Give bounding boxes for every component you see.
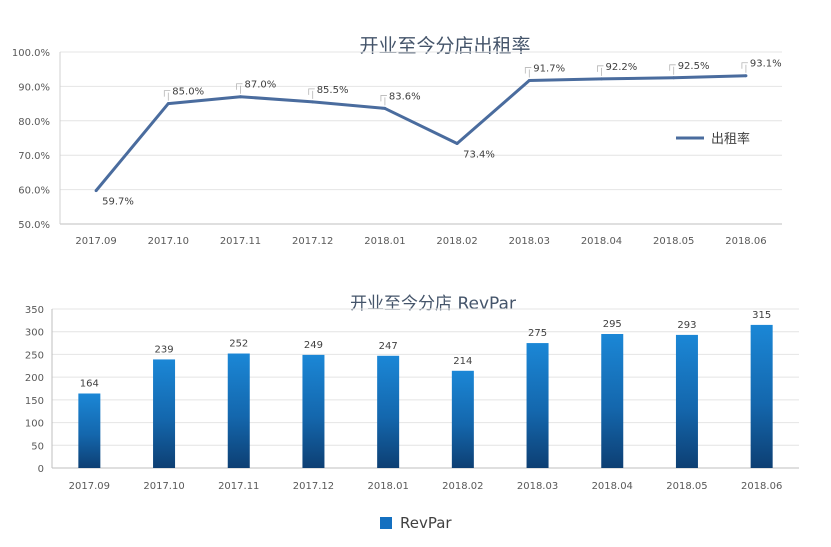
- y-tick-label: 50: [31, 441, 44, 452]
- x-tick-label: 2018.05: [666, 481, 707, 492]
- occupancy-line-chart: 开业至今分店出租率 50.0% 60.0% 70.0% 80.0% 90.0% 100.0%…: [12, 35, 782, 247]
- x-tick-label: 2017.11: [218, 481, 259, 492]
- data-label: 275: [528, 328, 547, 339]
- data-label-callout: [669, 64, 676, 75]
- x-tick-label: 2017.12: [292, 236, 333, 247]
- data-label: 73.4%: [463, 150, 495, 161]
- x-tick-label: 2018.01: [367, 481, 408, 492]
- x-tick-label: 2017.09: [75, 236, 116, 247]
- legend-swatch: [380, 517, 392, 529]
- legend-label: RevPar: [400, 514, 452, 532]
- x-tick-label: 2018.03: [517, 481, 558, 492]
- x-tick-label: 2018.02: [436, 236, 477, 247]
- data-point: [744, 74, 748, 78]
- revpar-bar-chart: 开业至今分店 RevPar 0 50 100 150 200 250 300 350 164 239…: [25, 294, 799, 532]
- data-label-callout: [524, 67, 532, 78]
- data-point: [311, 100, 315, 104]
- x-tick-label: 2018.06: [741, 481, 782, 492]
- y-tick-label: 350: [25, 305, 44, 316]
- x-tick-label: 2017.11: [220, 236, 261, 247]
- y-tick-label: 100: [25, 419, 44, 430]
- bar: [377, 355, 400, 468]
- y-tick-label: 200: [25, 373, 44, 384]
- data-point: [166, 102, 170, 106]
- data-label-callout: [163, 90, 171, 101]
- bar: [451, 370, 474, 468]
- bar: [750, 324, 773, 468]
- data-point: [600, 77, 603, 81]
- data-label: 85.0%: [172, 87, 204, 98]
- data-label: 214: [453, 356, 472, 367]
- x-tick-label: 2017.10: [148, 236, 189, 247]
- data-point: [383, 106, 387, 110]
- y-tick-label: 80.0%: [18, 117, 50, 128]
- bar: [78, 393, 101, 468]
- data-label: 87.0%: [245, 80, 277, 91]
- x-tick-label: 2017.10: [143, 481, 184, 492]
- data-label: 315: [752, 310, 771, 321]
- chart-title: 开业至今分店出租率: [359, 35, 530, 57]
- data-label: 239: [155, 344, 174, 355]
- y-tick-label: 0: [38, 464, 44, 475]
- data-label: 92.2%: [606, 62, 638, 73]
- series-line-occupancy: [94, 74, 746, 192]
- y-tick-label: 300: [25, 328, 44, 339]
- bar: [601, 333, 624, 468]
- y-tick-label: 100.0%: [12, 48, 50, 59]
- y-tick-label: 150: [25, 396, 44, 407]
- data-label: 92.5%: [678, 61, 710, 72]
- data-point: [239, 95, 242, 99]
- data-label: 252: [229, 339, 248, 350]
- x-tick-label: 2018.05: [653, 236, 694, 247]
- data-point: [455, 142, 459, 146]
- chart-title: 开业至今分店 RevPar: [350, 294, 516, 314]
- data-label: 91.7%: [533, 64, 565, 75]
- data-label: 85.5%: [317, 85, 349, 96]
- data-label-callout: [380, 95, 387, 106]
- data-label: 59.7%: [102, 197, 134, 208]
- y-tick-label: 250: [25, 350, 44, 361]
- x-tick-label: 2018.04: [592, 481, 633, 492]
- legend-label: 出租率: [711, 131, 750, 147]
- y-tick-label: 70.0%: [18, 151, 50, 162]
- data-label-callout: [308, 88, 315, 99]
- data-label: 247: [379, 341, 398, 352]
- data-label-callout: [597, 65, 604, 76]
- bar: [302, 354, 325, 468]
- x-tick-label: 2018.02: [442, 481, 483, 492]
- data-label: 293: [677, 320, 696, 331]
- bar: [526, 343, 549, 468]
- data-label: 93.1%: [750, 59, 782, 70]
- data-label: 83.6%: [389, 91, 421, 102]
- y-tick-label: 50.0%: [18, 220, 50, 231]
- y-tick-label: 60.0%: [18, 186, 50, 197]
- x-tick-label: 2018.04: [581, 236, 622, 247]
- data-point: [94, 189, 98, 193]
- x-tick-label: 2018.06: [725, 236, 766, 247]
- x-tick-label: 2018.03: [509, 236, 550, 247]
- data-label: 295: [603, 319, 622, 330]
- data-point: [672, 76, 676, 80]
- bar: [153, 359, 176, 468]
- data-label: 249: [304, 340, 323, 351]
- data-point: [527, 79, 531, 83]
- bar: [227, 353, 250, 468]
- x-tick-label: 2017.12: [293, 481, 334, 492]
- data-label: 164: [80, 378, 99, 389]
- x-tick-label: 2018.01: [364, 236, 405, 247]
- bar: [675, 334, 698, 468]
- data-label-callout: [236, 83, 243, 94]
- data-label-callout: [741, 62, 748, 73]
- x-tick-label: 2017.09: [69, 481, 110, 492]
- y-tick-label: 90.0%: [18, 82, 50, 93]
